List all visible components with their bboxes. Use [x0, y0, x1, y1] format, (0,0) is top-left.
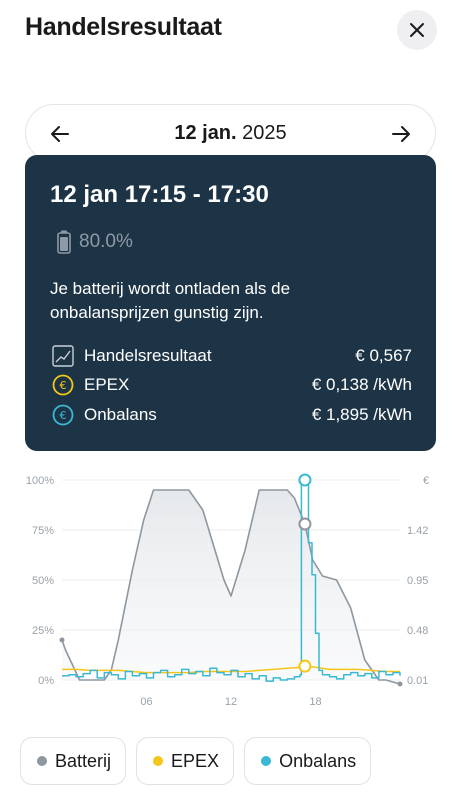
- legend-label: Onbalans: [279, 750, 357, 771]
- interval-detail-card: 12 jan 17:15 - 17:30 80.0% Je batterij w…: [25, 155, 436, 451]
- euro-circle-icon: €: [52, 374, 74, 396]
- battery-level: 80.0%: [57, 230, 133, 254]
- trading-chart[interactable]: 100% 75% 50% 25% 0% €1.42 0.95 0.48 0.01 06 12 18: [0, 455, 461, 725]
- euro-circle-icon: €: [52, 404, 74, 426]
- metric-handelsresultaat: Handelsresultaat € 0,567: [52, 344, 412, 368]
- right-tick-label: 1.42: [407, 525, 428, 537]
- battery-start-dot: [59, 637, 65, 643]
- arrow-right-icon[interactable]: [389, 122, 413, 146]
- legend-label: EPEX: [171, 750, 220, 771]
- x-tick-label: 06: [140, 696, 152, 708]
- date-navigator: 12 jan. 2025: [25, 104, 436, 162]
- metric-label: Onbalans: [84, 405, 157, 424]
- battery-area: [62, 490, 400, 684]
- close-icon: [410, 23, 424, 37]
- chart-line-icon: [52, 345, 74, 367]
- left-tick-label: 75%: [32, 525, 54, 537]
- right-tick-label: 0.01: [407, 675, 428, 687]
- left-tick-label: 100%: [26, 475, 54, 487]
- right-axis-unit: €: [423, 475, 429, 487]
- metric-label: Handelsresultaat: [84, 346, 212, 365]
- metric-label: EPEX: [84, 375, 130, 394]
- chart-legend: Batterij EPEX Onbalans: [20, 737, 372, 785]
- arrow-left-icon[interactable]: [48, 122, 72, 146]
- right-tick-label: 0.95: [407, 575, 428, 587]
- x-tick-label: 12: [225, 696, 237, 708]
- date-day: 12 jan.: [174, 122, 237, 144]
- battery-icon: [57, 230, 71, 254]
- legend-dot: [261, 756, 272, 766]
- metric-epex: € EPEX € 0,138 /kWh: [52, 373, 412, 397]
- metric-value: € 0,567: [355, 346, 412, 365]
- series-line-onbalans: [62, 479, 401, 682]
- legend-dot: [37, 756, 47, 766]
- svg-text:€: €: [60, 409, 67, 422]
- battery-percentage: 80.0%: [79, 231, 133, 252]
- left-tick-label: 50%: [32, 575, 54, 587]
- selected-marker-epex: [298, 659, 312, 673]
- series-line-batterij: [61, 489, 401, 685]
- metric-onbalans: € Onbalans € 1,895 /kWh: [52, 403, 412, 427]
- legend-dot: [153, 756, 164, 766]
- page-title: Handelsresultaat: [25, 13, 222, 41]
- legend-item-onbalans[interactable]: Onbalans: [244, 737, 372, 785]
- legend-item-epex[interactable]: EPEX: [136, 737, 235, 785]
- battery-end-dot: [397, 681, 403, 687]
- header: Handelsresultaat: [0, 0, 461, 60]
- x-tick-label: 18: [309, 696, 321, 708]
- svg-text:€: €: [60, 379, 67, 392]
- left-tick-label: 0%: [38, 675, 54, 687]
- metric-value: € 1,895 /kWh: [311, 405, 412, 424]
- close-button[interactable]: [397, 10, 437, 50]
- date-label: 12 jan. 2025: [26, 122, 435, 145]
- right-tick-label: 0.48: [407, 625, 428, 637]
- interval-title: 12 jan 17:15 - 17:30: [50, 181, 269, 208]
- selected-marker-onbalans: [298, 473, 312, 487]
- legend-label: Batterij: [55, 750, 112, 771]
- left-tick-label: 25%: [32, 625, 54, 637]
- selected-marker-batterij: [298, 517, 312, 531]
- metric-value: € 0,138 /kWh: [311, 375, 412, 394]
- legend-item-batterij[interactable]: Batterij: [20, 737, 127, 785]
- strategy-description: Je batterij wordt ontladen als de onbala…: [50, 279, 291, 322]
- date-year: 2025: [242, 122, 287, 144]
